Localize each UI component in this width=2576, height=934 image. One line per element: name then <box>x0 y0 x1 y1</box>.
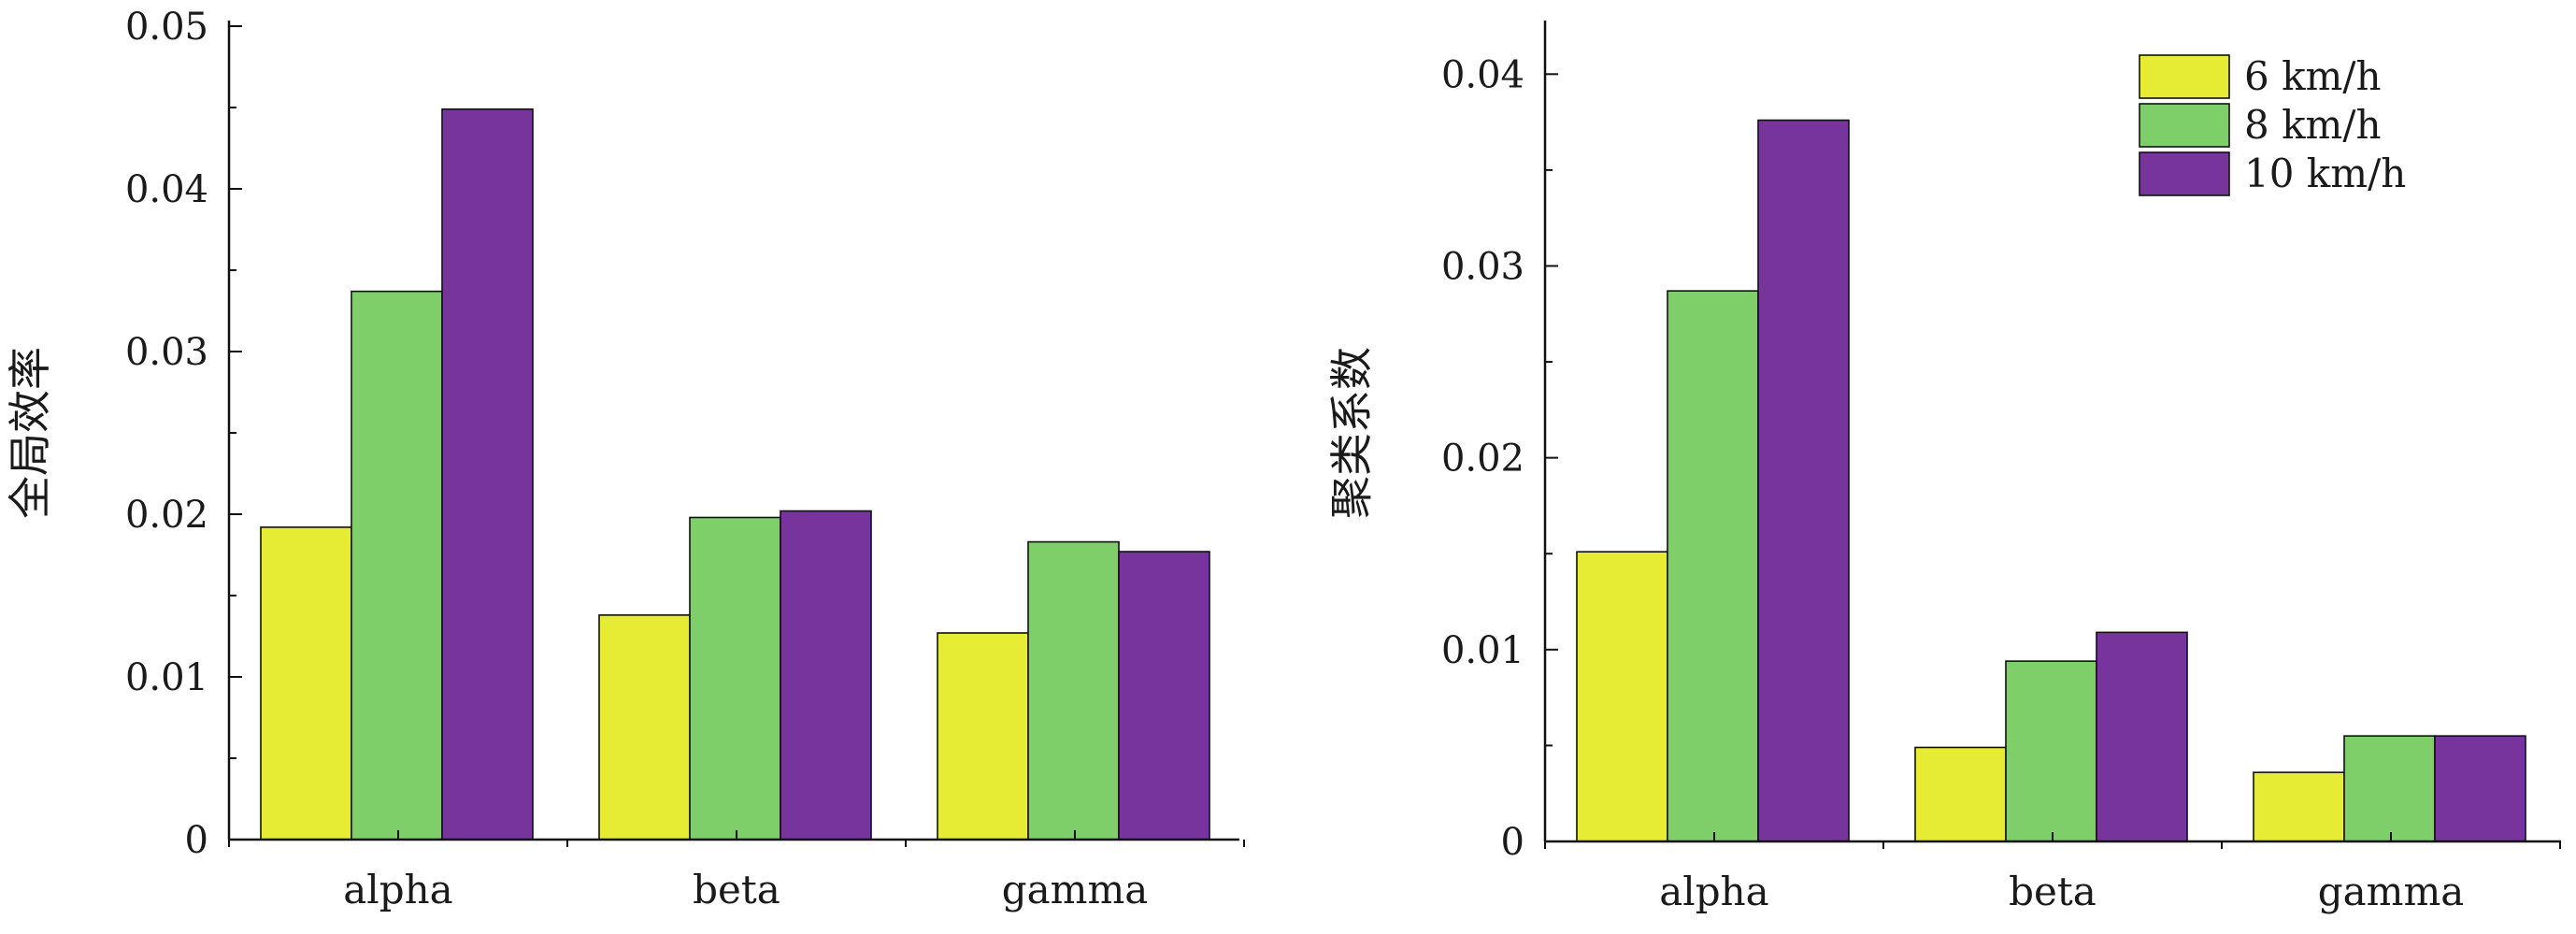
legend-label: 8 km/h <box>2244 102 2382 148</box>
y-tick-label: 0.04 <box>125 168 208 211</box>
legend-swatch-6-km-h <box>2139 54 2230 99</box>
global-efficiency-chart: alpha beta gamma 0 0.01 0.02 0.03 0.04 0.05 全局效率 <box>5 6 1245 912</box>
bar-alpha-10-km-h <box>1757 119 1850 842</box>
x-tick-label-beta: beta <box>693 867 780 912</box>
bar-alpha-6-km-h <box>260 526 352 841</box>
bar-alpha-10-km-h <box>441 108 534 841</box>
x-tick-label-beta: beta <box>2009 869 2097 914</box>
y-tick-label: 0.01 <box>125 656 208 699</box>
bar-gamma-10-km-h <box>1118 551 1210 841</box>
x-tick-label-alpha: alpha <box>343 867 452 912</box>
bar-gamma-8-km-h <box>1027 540 1120 841</box>
bar-gamma-10-km-h <box>2434 735 2526 842</box>
x-tick-label-gamma: gamma <box>2318 869 2465 914</box>
bar-gamma-6-km-h <box>937 632 1029 841</box>
y-tick-label: 0.03 <box>1441 245 1524 288</box>
bar-alpha-8-km-h <box>351 290 443 841</box>
legend-label: 6 km/h <box>2244 53 2382 99</box>
x-tick-label-alpha: alpha <box>1659 869 1768 914</box>
bar-gamma-6-km-h <box>2253 771 2345 842</box>
bar-alpha-6-km-h <box>1576 551 1668 842</box>
y-tick-label: 0 <box>185 819 208 862</box>
y-tick-label: 0.01 <box>1441 629 1524 672</box>
bar-beta-6-km-h <box>1914 746 2007 842</box>
y-tick-label: 0.04 <box>1441 53 1524 96</box>
y-tick-label: 0.05 <box>125 6 208 49</box>
bar-beta-8-km-h <box>2005 660 2097 842</box>
clustering-coefficient-chart: alpha beta gamma 0 0.01 0.02 0.03 0.04 聚类系数 6 km/… <box>1326 21 2561 914</box>
legend-swatch-8-km-h <box>2139 103 2230 148</box>
bar-beta-10-km-h <box>780 510 872 841</box>
y-tick-label: 0 <box>1501 821 1524 864</box>
bar-alpha-8-km-h <box>1667 290 1759 842</box>
legend-label: 10 km/h <box>2244 151 2406 196</box>
y-axis-title: 聚类系数 <box>1326 347 1377 519</box>
bar-beta-6-km-h <box>598 614 691 841</box>
bar-gamma-8-km-h <box>2343 735 2436 842</box>
bar-beta-10-km-h <box>2096 631 2188 842</box>
y-axis-title: 全局效率 <box>5 347 55 519</box>
y-tick-label: 0.02 <box>1441 438 1524 481</box>
x-tick-label-gamma: gamma <box>1002 867 1149 912</box>
legend-swatch-10-km-h <box>2139 151 2230 196</box>
legend: 6 km/h8 km/h10 km/h <box>2139 53 2406 196</box>
y-tick-label: 0.02 <box>125 494 208 537</box>
y-tick-label: 0.03 <box>125 331 208 374</box>
bar-beta-8-km-h <box>689 516 781 841</box>
